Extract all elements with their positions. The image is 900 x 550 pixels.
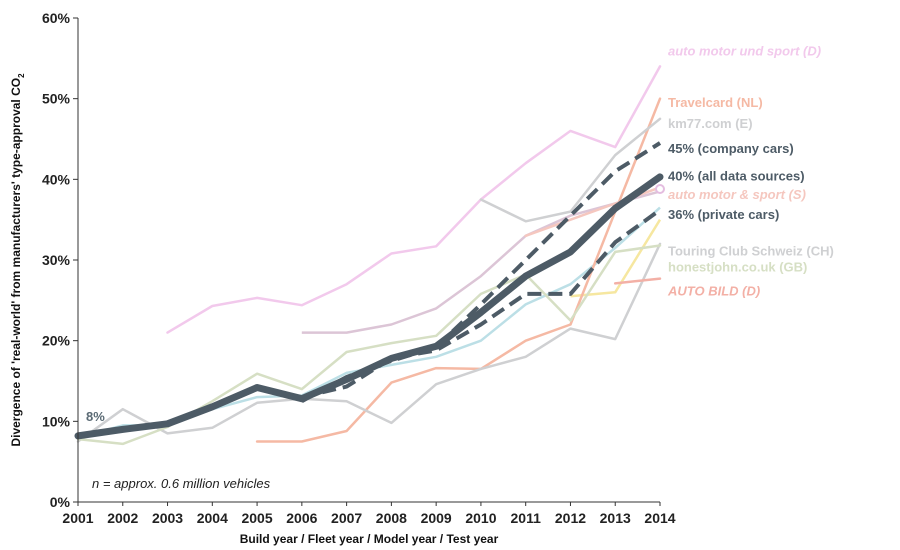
series-label: AUTO BILD (D) [667,284,760,299]
x-tick-label: 2005 [241,510,272,526]
series-label: Touring Club Schweiz (CH) [668,243,834,258]
series-label: km77.com (E) [668,116,753,131]
series-label: 36% (private cars) [668,207,779,222]
x-tick-labels: 2001 2002 2003 2004 2005 2006 2007 2008 2009 2010… [62,502,676,526]
x-tick-label: 2007 [331,510,362,526]
series-label: 45% (company cars) [668,141,794,156]
x-tick-label: 2012 [555,510,586,526]
series-line [301,190,661,334]
series-labels: auto motor und sport (D) Travelcard (NL) k… [667,43,834,298]
series-line [166,65,662,334]
x-tick-label: 2009 [421,510,452,526]
series-line [479,117,662,223]
x-tick-label: 2002 [107,510,138,526]
series-line [76,244,662,446]
x-tick-label: 2014 [644,510,675,526]
series-label: honestjohn.co.uk (GB) [668,259,807,274]
x-tick-label: 2013 [600,510,631,526]
y-tick-label: 50% [42,91,71,107]
series-group [74,65,664,446]
series-label: auto motor & sport (S) [668,187,806,202]
x-tick-label: 2001 [62,510,93,526]
x-axis-title: Build year / Fleet year / Model year / T… [240,532,499,546]
series-line [570,219,662,298]
series-label: auto motor und sport (D) [668,43,821,58]
x-tick-label: 2006 [286,510,317,526]
y-tick-label: 60% [42,10,71,26]
x-tick-label: 2010 [465,510,496,526]
y-tick-label: 30% [42,252,71,268]
series-line [74,173,664,440]
series-line [255,97,662,443]
series-line [76,242,662,443]
series-end-marker [655,184,665,195]
y-tick-label: 40% [42,171,71,187]
x-tick-label: 2004 [197,510,228,526]
series-label: 40% (all data sources) [668,168,805,183]
series-line [613,277,662,285]
series-line [300,141,662,403]
x-tick-label: 2008 [376,510,407,526]
sample-size-note: n = approx. 0.6 million vehicles [92,476,271,491]
y-tick-labels: 0% 10% 20% 30% 40% 50% 60% [42,10,78,510]
start-value-label: 8% [86,409,105,424]
y-tick-label: 20% [42,333,71,349]
y-axis-title: Divergence of 'real-world' from manufact… [9,73,26,447]
series-line [301,208,662,400]
unlabeled-series-group [77,190,662,439]
x-tick-label: 2003 [152,510,183,526]
series-line [77,206,661,439]
axes [77,18,660,503]
y-tick-label: 0% [50,494,71,510]
y-tick-label: 10% [42,413,71,429]
series-label: Travelcard (NL) [668,95,763,110]
x-tick-label: 2011 [511,510,542,526]
